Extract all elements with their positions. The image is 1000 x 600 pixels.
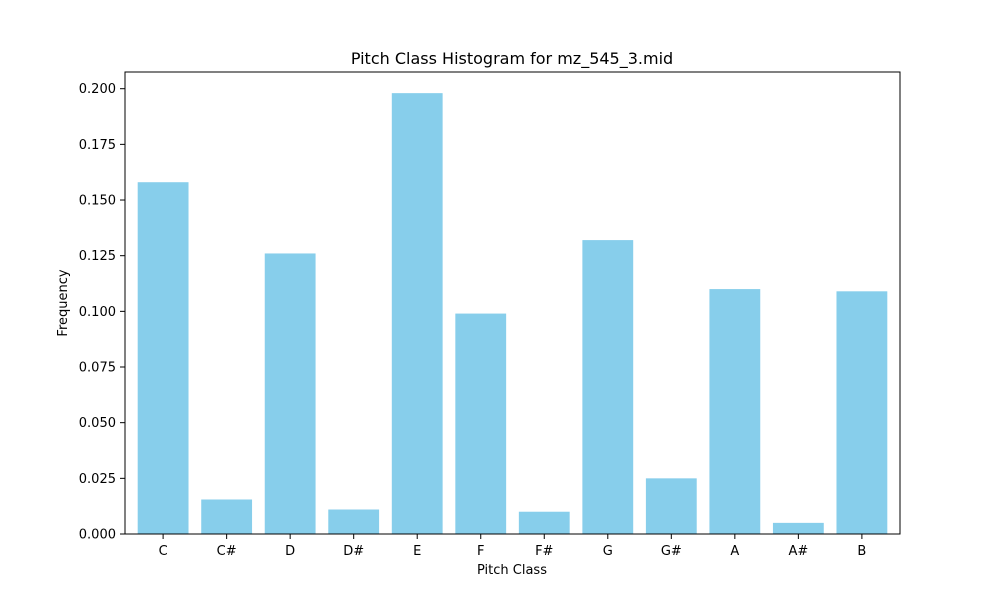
bar-d [264, 253, 316, 534]
bar-f [455, 313, 507, 534]
bar-g-sharp [645, 478, 697, 534]
x-tick-label: F# [535, 544, 553, 559]
bar-b [836, 291, 888, 534]
bar-d-sharp [328, 509, 380, 534]
x-tick-label: C [159, 544, 168, 559]
bar-f-sharp [518, 511, 570, 534]
chart-title: Pitch Class Histogram for mz_545_3.mid [351, 49, 673, 69]
x-tick-label: A# [788, 544, 808, 559]
y-tick-label: 0.125 [79, 249, 116, 264]
y-tick-label: 0.025 [79, 472, 116, 487]
y-tick-label: 0.100 [79, 305, 116, 320]
y-tick-label: 0.175 [79, 138, 116, 153]
y-axis-label: Frequency [56, 269, 71, 336]
bar-g [582, 240, 634, 534]
bar-e [391, 93, 443, 535]
x-tick-label: B [857, 544, 866, 559]
bar-c-sharp [201, 499, 253, 534]
x-tick-label: C# [217, 544, 237, 559]
x-tick-label: E [413, 544, 421, 559]
plot-frame [124, 71, 901, 535]
bars-layer [137, 93, 888, 535]
y-tick-label: 0.050 [79, 416, 116, 431]
bar-c [137, 182, 189, 534]
x-tick-label: D# [343, 544, 364, 559]
y-tick-label: 0.075 [79, 361, 116, 376]
x-tick-label: G# [661, 544, 682, 559]
y-tick-label: 0.000 [79, 528, 116, 543]
bar-a [709, 289, 761, 534]
x-tick-label: D [285, 544, 295, 559]
x-tick-label: F [477, 544, 484, 559]
y-tick-label: 0.150 [79, 194, 116, 209]
y-tick-label: 0.200 [79, 82, 116, 97]
y-axis: 0.000 0.025 0.050 0.075 0.100 0.125 0.150 0.175… [79, 82, 125, 543]
bar-a-sharp [772, 522, 824, 534]
x-tick-label: A [730, 544, 739, 559]
x-tick-label: G [603, 544, 613, 559]
x-axis-label: Pitch Class [477, 563, 547, 578]
x-axis: C C# D D# E F F# G G# A A# B [159, 534, 866, 559]
